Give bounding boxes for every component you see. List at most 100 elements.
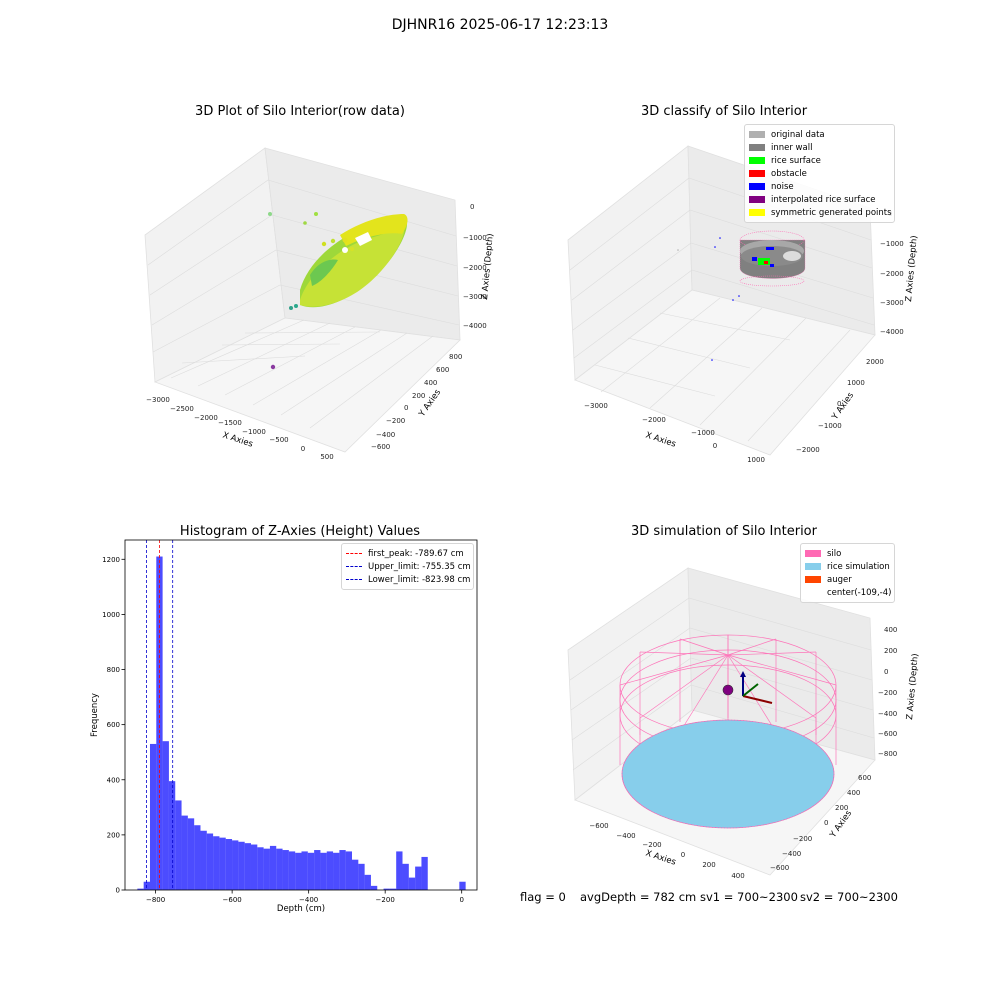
legend-swatch <box>805 576 821 583</box>
simulation-y-tick: −600 <box>770 864 789 872</box>
legend-item: symmetric generated points <box>749 206 892 219</box>
histogram-bar <box>206 833 214 890</box>
histogram-bar <box>402 863 409 890</box>
legend-swatch <box>749 196 765 203</box>
raw-point-cloud <box>268 212 408 370</box>
simulation-3d-plot[interactable]: −600 −400 −200 0 200 400 X Axies −600 −4… <box>500 500 1000 1000</box>
histogram-bar <box>194 825 201 890</box>
simulation-x-tick: 200 <box>702 861 715 869</box>
histogram-bar <box>370 885 378 890</box>
simulation-z-tick: 0 <box>884 668 888 676</box>
legend-item: interpolated rice surface <box>749 193 890 206</box>
legend-item: auger <box>805 573 890 586</box>
classify-z-tick: −4000 <box>880 328 904 336</box>
histogram-x-label: Depth (cm) <box>277 904 325 914</box>
simulation-y-tick: 600 <box>858 774 871 782</box>
simulation-x-tick: −600 <box>589 822 608 830</box>
raw-z-tick: −2000 <box>463 264 487 272</box>
panel-title-raw: 3D Plot of Silo Interior(row data) <box>195 104 405 119</box>
legend-swatch <box>749 183 765 190</box>
simulation-z-tick: 400 <box>884 626 897 634</box>
classify-x-label: X Axies <box>644 430 677 449</box>
legend-swatch <box>749 209 765 216</box>
simulation-x-tick: 400 <box>731 872 744 880</box>
simulation-x-tick: −200 <box>642 841 661 849</box>
legend-item: original data <box>749 128 890 141</box>
simulation-y-tick: 400 <box>847 789 860 797</box>
classify-y-tick: 2000 <box>866 358 884 366</box>
legend-swatch <box>805 550 821 557</box>
footer-avg-depth: avgDepth = 782 cm <box>580 890 697 904</box>
panel-title-simulation: 3D simulation of Silo Interior <box>631 524 817 539</box>
legend-swatch <box>749 131 765 138</box>
raw-y-tick: −400 <box>376 431 395 439</box>
classify-y-tick: 0 <box>837 400 841 408</box>
histogram-bar <box>276 848 283 890</box>
legend-line <box>346 579 362 580</box>
histogram-bar <box>358 863 365 890</box>
raw-3d-axes-box <box>144 147 461 453</box>
classify-x-tick: −3000 <box>584 402 608 410</box>
raw-3d-plot[interactable]: −3000 −2500 −2000 −1500 −1000 −500 0 500… <box>0 0 500 500</box>
histogram-bar <box>288 851 296 890</box>
histogram-bar <box>364 874 371 890</box>
raw-x-tick: −2000 <box>194 414 218 422</box>
raw-z-ticks: 0 −1000 −2000 −3000 −4000 <box>463 203 487 330</box>
histogram-bar <box>219 837 226 890</box>
legend-line <box>346 553 362 554</box>
histogram-bar <box>244 843 251 890</box>
classify-3d-axes-box <box>567 145 876 456</box>
histogram-bar <box>269 845 277 890</box>
classify-z-tick: −3000 <box>880 299 904 307</box>
legend-swatch <box>749 157 765 164</box>
simulation-y-tick: 0 <box>824 819 828 827</box>
y-tick-label: 1200 <box>102 556 120 564</box>
x-tick-label: −200 <box>376 896 395 904</box>
histogram-chart[interactable]: −800 −600 −400 −200 0 020040060080010001200 … <box>0 0 500 1000</box>
raw-z-tick: −1000 <box>463 234 487 242</box>
x-tick-label: −400 <box>299 896 318 904</box>
histogram-bar <box>320 852 327 890</box>
legend-swatch <box>805 563 821 570</box>
histogram-title: Histogram of Z-Axies (Height) Values <box>179 524 421 539</box>
histogram-bar <box>156 556 163 890</box>
legend-item: obstacle <box>749 167 890 180</box>
histogram-bar <box>339 850 346 890</box>
legend-item: center(-109,-4) <box>805 586 891 599</box>
histogram-bar <box>333 852 340 890</box>
simulation-y-tick: 200 <box>835 804 848 812</box>
classify-point-cloud <box>677 230 806 361</box>
histogram-bar <box>175 800 182 890</box>
histogram-bar <box>295 852 302 890</box>
rice-simulation-surface <box>621 719 835 829</box>
histogram-bar <box>301 851 308 890</box>
raw-x-tick: −1000 <box>242 428 266 436</box>
histogram-bar <box>415 866 422 890</box>
auger-markers <box>722 671 773 704</box>
histogram-y-ticks: 0 200 400 600 800 1000 1200 <box>102 556 125 895</box>
histogram-bar <box>282 850 289 890</box>
y-tick-label: 600 <box>107 721 120 729</box>
classify-x-tick: −2000 <box>642 416 666 424</box>
histogram-bar <box>314 850 321 890</box>
histogram-bar <box>459 881 466 890</box>
histogram-bar <box>213 836 220 890</box>
footer-sv2: sv2 = 700~2300 <box>800 890 898 904</box>
simulation-y-tick: −400 <box>782 850 801 858</box>
legend-item: inner wall <box>749 141 890 154</box>
raw-x-ticks: −3000 −2500 −2000 −1500 −1000 −500 0 500 <box>146 396 334 461</box>
legend-swatch <box>749 144 765 151</box>
y-tick-label: 0 <box>116 887 120 895</box>
classify-x-tick: −1000 <box>691 429 715 437</box>
classify-3d-plot[interactable]: −3000 −2000 −1000 0 1000 X Axies −2000 −… <box>500 0 1000 500</box>
simulation-y-tick: −200 <box>793 835 812 843</box>
classify-y-tick: 1000 <box>847 379 865 387</box>
y-tick-label: 800 <box>107 666 120 674</box>
y-tick-label: 400 <box>107 776 120 784</box>
classify-y-ticks: −2000 −1000 0 1000 2000 <box>796 358 884 454</box>
simulation-y-ticks: −600 −400 −200 0 200 400 600 <box>770 774 871 872</box>
histogram-bar <box>250 844 258 890</box>
classify-z-label: Z Axies (Depth) <box>904 235 920 302</box>
histogram-x-ticks: −800 −600 −400 −200 0 <box>146 890 464 904</box>
histogram-bar <box>232 840 239 890</box>
